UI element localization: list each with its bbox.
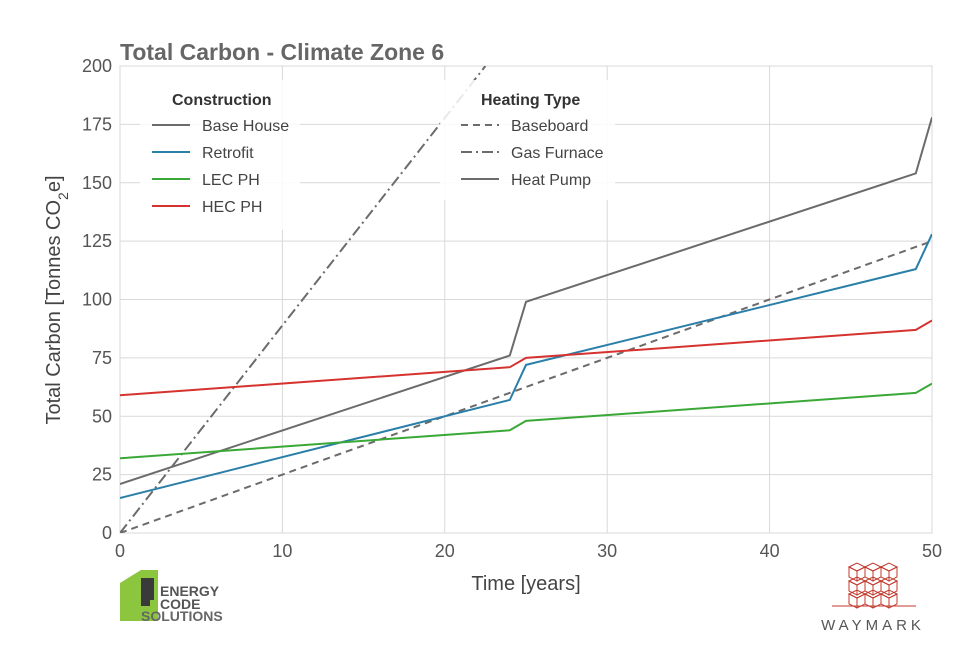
series-group <box>120 66 932 533</box>
logo-text-energy: ENERGY <box>160 583 220 599</box>
x-tick-label: 10 <box>272 541 292 561</box>
tick-labels: 0 10 20 30 40 50 0 25 50 75 100 125 150 175 200 <box>82 56 942 561</box>
x-tick-label: 0 <box>115 541 125 561</box>
legend-label: LEC PH <box>202 172 260 189</box>
energy-code-solutions-logo: ENERGY CODE SOLUTIONS <box>120 570 223 624</box>
y-tick-label: 175 <box>82 114 112 134</box>
legend-label: Gas Furnace <box>511 145 604 162</box>
y-tick-label: 125 <box>82 231 112 251</box>
legend-label: Base House <box>202 118 289 135</box>
chart-title: Total Carbon - Climate Zone 6 <box>120 39 444 65</box>
series-line-hec-ph-heat-pump <box>120 319 932 397</box>
x-tick-label: 20 <box>435 541 455 561</box>
y-tick-label: 50 <box>92 406 112 426</box>
y-tick-label: 25 <box>92 465 112 485</box>
series-line-lec-ph-heat-pump <box>120 382 932 460</box>
legend-heating-title: Heating Type <box>481 92 580 109</box>
waymark-cubes-icon <box>847 562 899 609</box>
x-tick-label: 50 <box>922 541 942 561</box>
legend: Construction Heating Type Base House Retr… <box>140 80 615 230</box>
legend-construction-title: Construction <box>172 92 272 109</box>
series-line-base-house-gas-furnace <box>120 66 487 533</box>
waymark-text: WAYMARK <box>821 617 925 634</box>
legend-label: Heat Pump <box>511 172 591 189</box>
x-tick-label: 30 <box>597 541 617 561</box>
legend-label: Retrofit <box>202 145 254 162</box>
x-axis-label: Time [years] <box>471 573 580 595</box>
legend-heating-items: Baseboard Gas Furnace Heat Pump <box>461 118 604 189</box>
legend-label: Baseboard <box>511 118 588 135</box>
logo-stairs-icon <box>141 578 154 606</box>
y-tick-label: 100 <box>82 290 112 310</box>
y-tick-label: 0 <box>102 523 112 543</box>
series-line-retrofit-heat-pump <box>120 233 932 499</box>
logo-text-solutions: SOLUTIONS <box>141 608 223 624</box>
y-axis-label: Total Carbon [Tonnes CO2e] <box>43 175 71 424</box>
series-line-base-house-heat-pump <box>120 117 932 485</box>
legend-label: HEC PH <box>202 199 262 216</box>
waymark-logo: WAYMARK <box>821 562 925 634</box>
y-tick-label: 75 <box>92 348 112 368</box>
y-tick-label: 200 <box>82 56 112 76</box>
logo-text-code: CODE <box>160 596 200 612</box>
x-tick-label: 40 <box>760 541 780 561</box>
legend-construction-items: Base House Retrofit LEC PH HEC PH <box>152 118 289 216</box>
y-tick-label: 150 <box>82 173 112 193</box>
